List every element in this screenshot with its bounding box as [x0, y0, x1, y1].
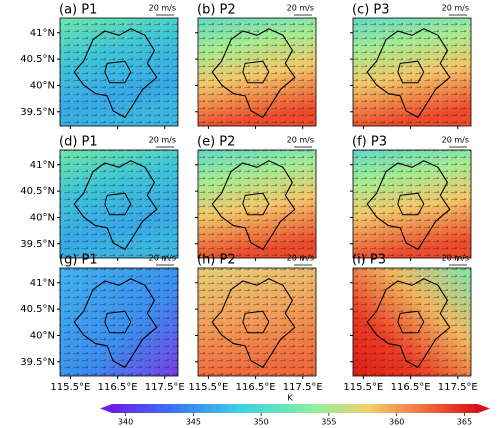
panel-label: (g) P1: [59, 253, 98, 268]
lon-tick-label: 117.5°E: [438, 382, 478, 393]
wind-vectors: [60, 18, 178, 126]
boundary: [73, 278, 158, 369]
map-frame: [59, 149, 179, 259]
map-panel: (d) P1 20 m/s 41°N 40.5°N 40°N 39.5°N: [20, 135, 179, 261]
colorbar-label: K: [287, 394, 293, 403]
map-panel: (g) P1 20 m/s 41°N 40.5°N 40°N 39.5°N 115.5°E 1…: [20, 253, 185, 394]
scale-label: 20 m/s: [442, 254, 469, 263]
city-boundary: [242, 310, 270, 334]
city-boundary: [242, 60, 270, 84]
colorbar-tick-label: 360: [389, 418, 404, 427]
panel-label: (d) P1: [59, 135, 98, 150]
lat-tick-label: 40°N: [30, 80, 55, 91]
map-panel: (h) P2 20 m/s 115.5°E 116.5°E 117.5°E: [188, 253, 322, 394]
wind-vectors: [60, 150, 178, 258]
map-frame: [59, 17, 179, 127]
colorbar-tick-label: 345: [186, 418, 201, 427]
lon-tick-label: 117.5°E: [145, 382, 185, 393]
panel-label: (i) P3: [352, 253, 386, 268]
wind-vectors: [353, 268, 471, 376]
map-frame: [197, 149, 317, 259]
boundary: [73, 160, 158, 251]
wind-vectors: [353, 150, 471, 258]
lat-tick-label: 39.5°N: [20, 357, 55, 368]
scale-label: 20 m/s: [149, 254, 176, 263]
wind-vectors: [60, 268, 178, 376]
scale-label: 20 m/s: [287, 254, 314, 263]
colorbar-tick-label: 355: [321, 418, 336, 427]
lat-tick-label: 40.5°N: [20, 54, 55, 65]
lat-tick-label: 39.5°N: [20, 239, 55, 250]
city-boundary: [397, 310, 425, 334]
colorbar-tick-label: 350: [253, 418, 268, 427]
lon-tick-label: 115.5°E: [343, 382, 383, 393]
scale-label: 20 m/s: [442, 4, 469, 13]
scale-label: 20 m/s: [149, 136, 176, 145]
scale-label: 20 m/s: [442, 136, 469, 145]
lon-tick-label: 117.5°E: [283, 382, 323, 393]
colorbar-body: [112, 404, 478, 413]
colorbar-tick-label: 365: [457, 418, 472, 427]
lat-tick-label: 40.5°N: [20, 186, 55, 197]
lon-tick-label: 115.5°E: [50, 382, 90, 393]
map-panel: (e) P2 20 m/s: [195, 135, 317, 261]
map-frame: [197, 17, 317, 127]
city-boundary: [242, 192, 270, 216]
wind-vectors: [353, 18, 471, 126]
lat-tick-label: 41°N: [30, 160, 55, 171]
lon-tick-label: 115.5°E: [188, 382, 228, 393]
lon-tick-label: 116.5°E: [236, 382, 276, 393]
boundary: [73, 28, 158, 119]
colorbar-extend: [478, 404, 490, 413]
wind-vectors: [198, 150, 316, 258]
boundary: [211, 160, 296, 251]
lat-tick-label: 40°N: [30, 330, 55, 341]
map-panel: (c) P3 20 m/s: [350, 3, 472, 129]
boundary: [366, 28, 451, 119]
panel-label: (b) P2: [197, 3, 236, 18]
wind-vectors: [198, 268, 316, 376]
lat-tick-label: 40.5°N: [20, 304, 55, 315]
lon-tick-label: 116.5°E: [391, 382, 431, 393]
lat-tick-label: 41°N: [30, 28, 55, 39]
panels: (a) P1 20 m/s 41°N 40.5°N 40°N 39.5°N (b) P2 20…: [20, 3, 478, 394]
map-panel: (a) P1 20 m/s 41°N 40.5°N 40°N 39.5°N: [20, 3, 179, 129]
map-frame: [352, 149, 472, 259]
city-boundary: [397, 192, 425, 216]
colorbar-tick-label: 340: [118, 418, 133, 427]
city-boundary: [104, 310, 132, 334]
panel-label: (a) P1: [59, 3, 97, 18]
city-boundary: [397, 60, 425, 84]
map-panel: (i) P3 20 m/s 115.5°E 116.5°E 117.5°E: [343, 253, 477, 394]
city-boundary: [104, 192, 132, 216]
panel-label: (c) P3: [352, 3, 390, 18]
scale-label: 20 m/s: [287, 4, 314, 13]
colorbar-extend: [100, 404, 112, 413]
lat-tick-label: 41°N: [30, 278, 55, 289]
lat-tick-label: 40°N: [30, 212, 55, 223]
panel-label: (e) P2: [197, 135, 235, 150]
boundary: [366, 278, 451, 369]
map-frame: [59, 267, 179, 377]
wind-vectors: [198, 18, 316, 126]
boundary: [211, 28, 296, 119]
lon-tick-label: 116.5°E: [98, 382, 138, 393]
boundary: [211, 278, 296, 369]
panel-label: (f) P3: [352, 135, 387, 150]
city-boundary: [104, 60, 132, 84]
scale-label: 20 m/s: [149, 4, 176, 13]
panel-label: (h) P2: [197, 253, 236, 268]
map-panel: (b) P2 20 m/s: [195, 3, 317, 129]
map-frame: [352, 17, 472, 127]
colorbar: 340 345 350 355 360 365: [100, 404, 490, 427]
map-frame: [352, 267, 472, 377]
scale-label: 20 m/s: [287, 136, 314, 145]
boundary: [366, 160, 451, 251]
map-frame: [197, 267, 317, 377]
lat-tick-label: 39.5°N: [20, 107, 55, 118]
map-panel: (f) P3 20 m/s: [350, 135, 472, 261]
